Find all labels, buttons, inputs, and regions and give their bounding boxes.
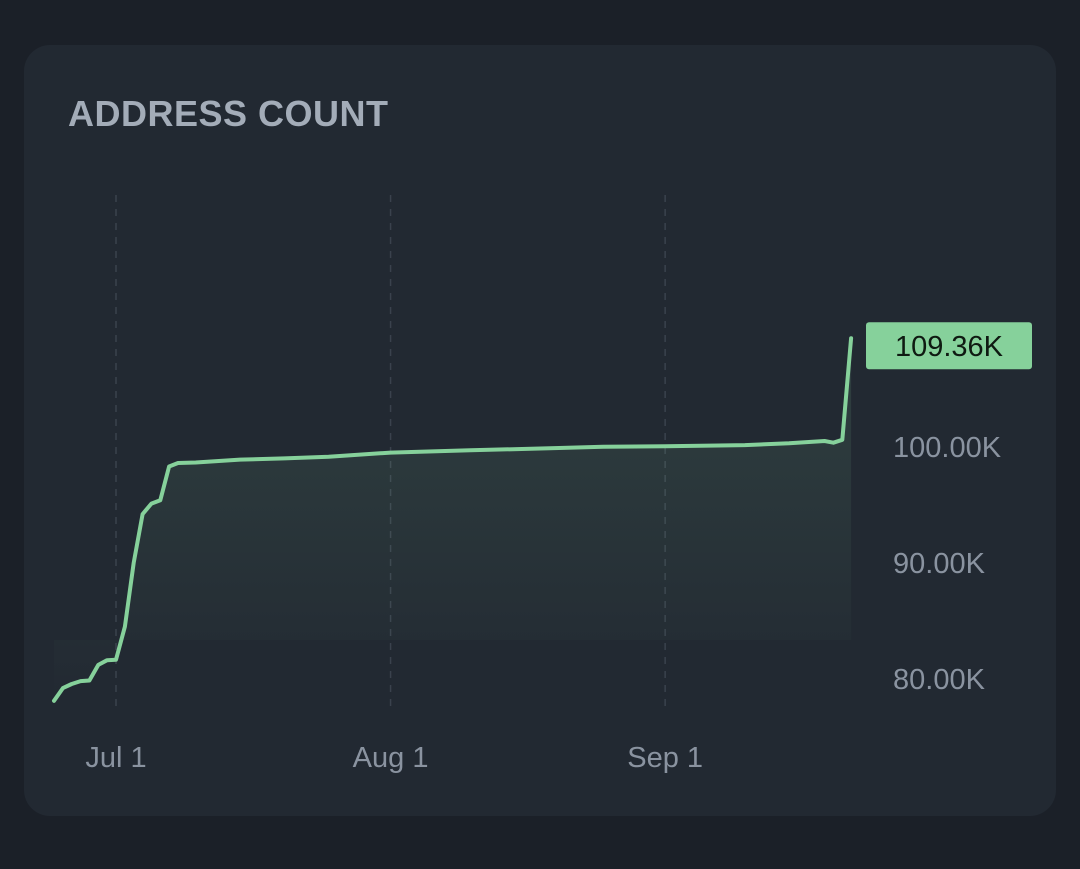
last-value-badge (866, 322, 1032, 370)
y-tick-label: 90.00K (893, 548, 986, 580)
series-line (52, 336, 854, 703)
address-count-card: ADDRESS COUNT (24, 45, 1056, 816)
last-value-label: 109.36K (895, 331, 1004, 363)
y-tick-label: 80.00K (893, 664, 986, 696)
card-title: ADDRESS COUNT (68, 93, 389, 134)
y-tick-label: 100.00K (893, 432, 1002, 464)
x-tick-label: Jul 1 (85, 742, 146, 774)
series-area (54, 338, 852, 701)
x-tick-label: Sep 1 (627, 742, 703, 774)
x-tick-label: Aug 1 (353, 742, 429, 774)
